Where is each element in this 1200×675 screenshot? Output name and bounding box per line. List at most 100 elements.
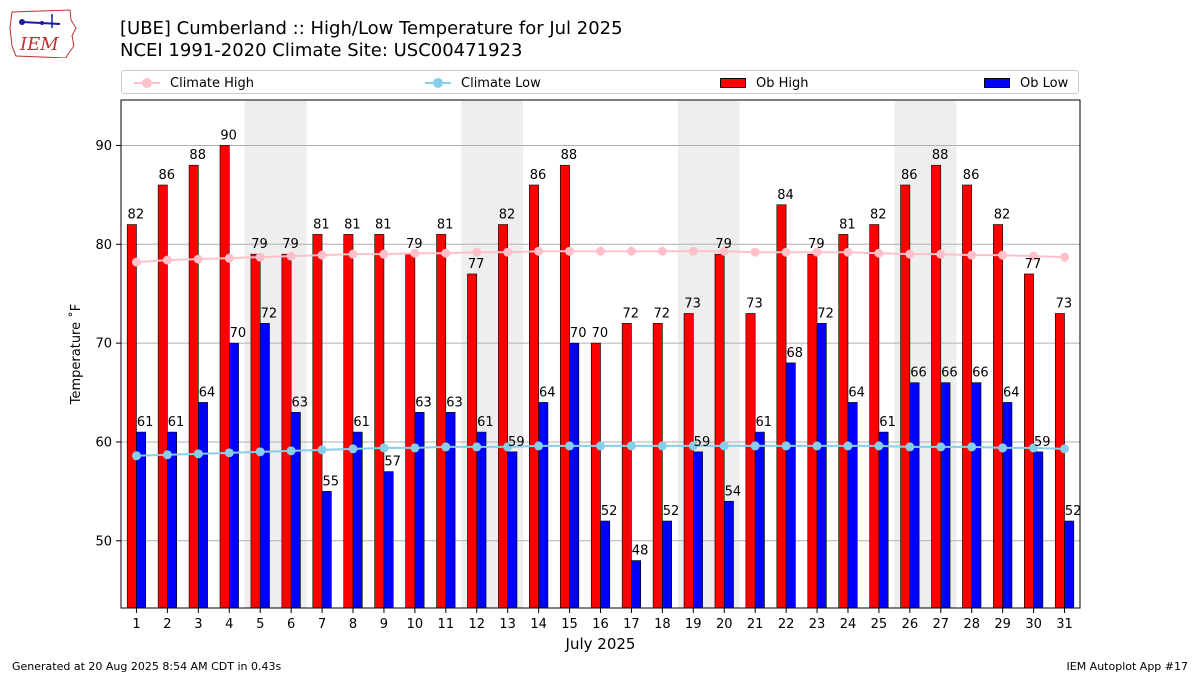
climate-high-point xyxy=(1029,251,1039,261)
ob-high-value-label: 79 xyxy=(251,237,268,252)
ob-low-bar xyxy=(569,342,580,609)
ob-high-value-label: 79 xyxy=(406,237,423,252)
ob-low-bar xyxy=(321,491,332,609)
climate-high-point xyxy=(379,249,389,259)
ob-low-bar xyxy=(940,382,951,609)
ob-high-value-label: 86 xyxy=(963,168,980,183)
climate-high-point xyxy=(719,246,729,256)
legend-item-ob-high: Ob High xyxy=(720,75,809,91)
legend-label: Ob High xyxy=(756,75,809,91)
climate-high-point xyxy=(565,246,575,256)
ob-high-bar xyxy=(343,234,354,609)
x-tick-label: 4 xyxy=(225,617,233,632)
climate-low-point xyxy=(936,442,946,452)
ob-low-bar xyxy=(228,342,239,609)
x-tick-label: 9 xyxy=(380,617,388,632)
ob-high-bar xyxy=(157,184,168,609)
ob-high-bar xyxy=(714,253,725,609)
ob-low-bar xyxy=(754,431,765,609)
climate-high-point xyxy=(1060,252,1070,262)
y-tick-label: 70 xyxy=(95,337,112,352)
ob-high-value-label: 70 xyxy=(592,326,609,341)
x-tick-label: 8 xyxy=(349,617,357,632)
ob-low-value-label: 61 xyxy=(477,415,494,430)
ob-high-bar xyxy=(219,145,230,609)
ob-high-bar xyxy=(590,342,601,609)
ob-low-bar xyxy=(259,323,270,609)
climate-low-point xyxy=(812,441,822,451)
ob-low-value-label: 66 xyxy=(941,366,958,381)
climate-high-point xyxy=(193,254,203,264)
x-tick-label: 10 xyxy=(407,617,424,632)
ob-high-value-label: 90 xyxy=(220,128,237,143)
ob-low-bar xyxy=(878,431,889,609)
climate-high-point xyxy=(286,251,296,261)
ob-low-value-label: 59 xyxy=(694,435,711,450)
legend-item-climate-low: Climate Low xyxy=(425,75,541,91)
ob-high-value-label: 73 xyxy=(746,296,763,311)
ob-high-value-label: 79 xyxy=(808,237,825,252)
ob-low-bar xyxy=(723,500,734,609)
climate-low-point xyxy=(131,451,141,461)
climate-low-point xyxy=(410,443,420,453)
ob-high-bar xyxy=(1054,313,1065,609)
x-tick-label: 22 xyxy=(778,617,795,632)
svg-text:IEM: IEM xyxy=(19,34,59,55)
climate-high-point xyxy=(657,246,667,256)
ob-low-value-label: 70 xyxy=(230,326,247,341)
ob-high-bar xyxy=(1024,273,1034,609)
climate-high-point xyxy=(348,249,358,259)
x-tick-label: 30 xyxy=(1025,617,1042,632)
climate-high-point xyxy=(162,255,172,265)
ob-low-bar xyxy=(693,451,703,609)
ob-low-value-label: 61 xyxy=(879,415,896,430)
x-tick-label: 13 xyxy=(499,617,516,632)
x-axis-label: July 2025 xyxy=(565,635,636,653)
climate-low-point xyxy=(565,441,575,451)
x-tick-label: 2 xyxy=(163,617,171,632)
x-tick-label: 25 xyxy=(871,617,888,632)
climate-high-point xyxy=(131,257,141,267)
ob-low-bar xyxy=(600,520,611,609)
climate-low-point xyxy=(472,442,482,452)
ob-low-swatch-icon xyxy=(984,78,1010,88)
ob-high-value-label: 86 xyxy=(158,168,175,183)
x-tick-label: 7 xyxy=(318,617,326,632)
ob-low-bar xyxy=(290,412,301,609)
ob-high-value-label: 81 xyxy=(437,217,454,232)
ob-low-bar xyxy=(538,402,549,609)
climate-high-point xyxy=(503,247,513,257)
climate-high-point xyxy=(410,248,420,258)
ob-high-value-label: 77 xyxy=(468,257,485,272)
ob-high-value-label: 73 xyxy=(1056,296,1073,311)
ob-low-bar xyxy=(383,471,394,609)
ob-high-value-label: 73 xyxy=(684,296,701,311)
x-tick-label: 11 xyxy=(438,617,455,632)
ob-high-value-label: 81 xyxy=(313,217,330,232)
ob-high-bar xyxy=(467,273,478,609)
ob-high-swatch-icon xyxy=(720,78,746,88)
climate-high-point xyxy=(224,253,234,263)
ob-high-bar xyxy=(126,224,137,609)
climate-low-point xyxy=(1060,444,1070,454)
ob-low-value-label: 61 xyxy=(168,415,185,430)
x-tick-label: 1 xyxy=(132,617,140,632)
climate-low-swatch-icon xyxy=(425,75,451,91)
climate-low-point xyxy=(534,441,544,451)
ob-low-bar xyxy=(785,362,796,609)
climate-low-point xyxy=(379,443,389,453)
ob-high-bar xyxy=(559,164,570,609)
climate-low-point xyxy=(657,441,667,451)
climate-low-point xyxy=(967,442,977,452)
ob-low-bar xyxy=(816,323,827,609)
ob-high-bar xyxy=(993,224,1003,609)
ob-high-bar xyxy=(900,184,911,609)
ob-low-bar xyxy=(1064,520,1075,609)
ob-low-value-label: 59 xyxy=(508,435,525,450)
ob-low-bar xyxy=(445,412,456,609)
ob-low-value-label: 59 xyxy=(1034,435,1051,450)
climate-high-point xyxy=(317,250,327,260)
y-tick-label: 60 xyxy=(95,435,112,450)
climate-high-point xyxy=(905,249,915,259)
x-tick-label: 26 xyxy=(902,617,919,632)
